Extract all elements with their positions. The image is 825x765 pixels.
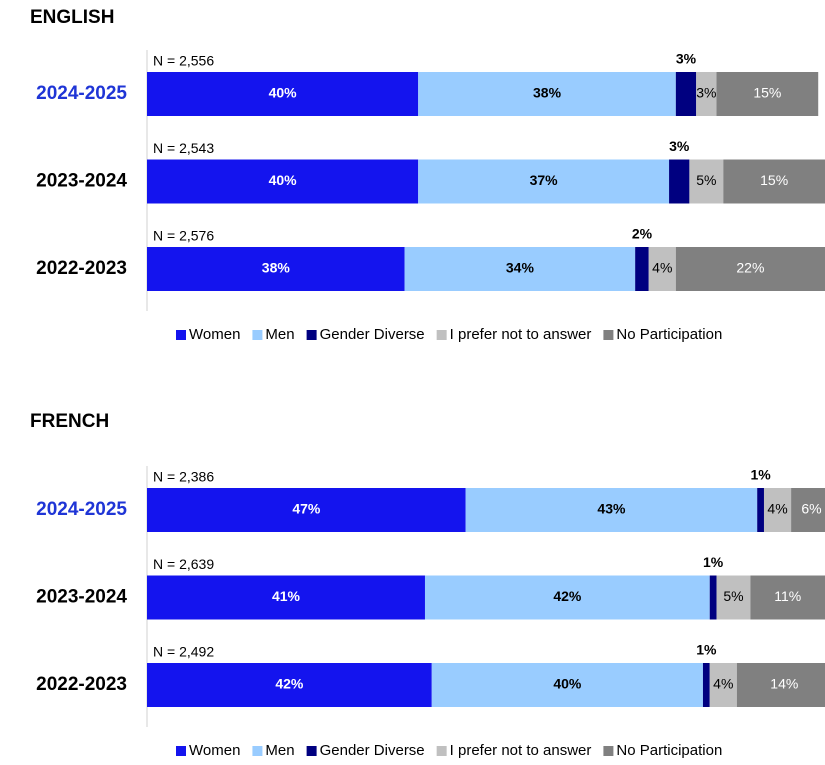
value-label: 3%: [696, 85, 716, 101]
value-label: 43%: [597, 501, 626, 517]
value-label: 40%: [269, 172, 298, 188]
category-label: 2024-2025: [36, 83, 127, 104]
n-label: N = 2,639: [153, 556, 214, 572]
value-label: 34%: [506, 260, 535, 276]
legend-label: Men: [265, 326, 294, 343]
chart-title: FRENCH: [30, 411, 109, 432]
bar-segment: [716, 575, 751, 620]
value-label: 4%: [652, 260, 672, 276]
bar-segment: [635, 247, 649, 291]
value-label: 15%: [753, 85, 781, 101]
bar-segment: [675, 247, 825, 291]
value-label: 5%: [696, 172, 716, 188]
value-label: 3%: [676, 51, 697, 67]
legend-swatch: [306, 330, 317, 340]
bar-segment: [424, 575, 710, 620]
n-label: N = 2,543: [153, 140, 214, 156]
bar-segment: [736, 663, 825, 707]
legend-swatch: [603, 746, 614, 756]
chart-title: ENGLISH: [30, 7, 114, 28]
value-label: 3%: [669, 138, 690, 154]
value-label: 6%: [801, 501, 821, 517]
category-label: 2023-2024: [36, 587, 127, 608]
legend-swatch: [436, 746, 447, 756]
bar-segment: [716, 72, 819, 116]
value-label: 2%: [632, 226, 653, 242]
value-label: 14%: [770, 676, 798, 692]
bar-segment: [418, 159, 670, 204]
value-label: 4%: [713, 676, 733, 692]
n-label: N = 2,556: [153, 53, 214, 69]
bar-segment: [763, 488, 792, 532]
bar-segment: [147, 72, 419, 116]
bar-segment: [750, 575, 825, 620]
bar-segment: [723, 159, 825, 204]
bar-segment: [669, 159, 690, 204]
legend-label: I prefer not to answer: [450, 326, 592, 343]
bar-segment: [431, 663, 703, 707]
n-label: N = 2,386: [153, 469, 214, 485]
bar-segment: [675, 72, 697, 116]
bar-segment: [147, 663, 432, 707]
bar-segment: [709, 663, 737, 707]
value-label: 37%: [530, 172, 559, 188]
category-label: 2024-2025: [36, 499, 127, 520]
bar-segment: [147, 488, 466, 532]
value-label: 41%: [272, 588, 301, 604]
value-label: 1%: [696, 642, 717, 658]
legend-swatch: [252, 746, 263, 756]
bar-segment: [689, 159, 724, 204]
legend-label: I prefer not to answer: [450, 742, 592, 759]
value-label: 22%: [736, 260, 764, 276]
value-label: 4%: [767, 501, 787, 517]
legend-swatch: [176, 330, 186, 340]
n-label: N = 2,492: [153, 644, 214, 660]
bar-segment: [465, 488, 758, 532]
bar-segment: [147, 159, 419, 204]
value-label: 40%: [553, 676, 582, 692]
bar-segment: [404, 247, 636, 291]
bar-segment: [418, 72, 676, 116]
bar-segment: [147, 247, 405, 291]
legend-swatch: [306, 746, 317, 756]
legend-label: No Participation: [616, 326, 722, 343]
n-label: N = 2,576: [153, 228, 214, 244]
legend-swatch: [436, 330, 447, 340]
bar-segment: [702, 663, 710, 707]
value-label: 5%: [723, 588, 743, 604]
legend-label: Women: [189, 742, 240, 759]
value-label: 42%: [275, 676, 304, 692]
legend-label: Gender Diverse: [320, 742, 425, 759]
bar-segment: [757, 488, 764, 532]
value-label: 38%: [533, 85, 562, 101]
value-label: 11%: [774, 588, 801, 604]
bar-segment: [648, 247, 676, 291]
bar-segment: [791, 488, 825, 532]
bar-segment: [709, 575, 717, 620]
value-label: 1%: [750, 467, 771, 483]
legend-swatch: [176, 746, 186, 756]
value-label: 42%: [553, 588, 582, 604]
value-label: 47%: [292, 501, 321, 517]
legend-label: Gender Diverse: [320, 326, 425, 343]
bar-segment: [147, 575, 425, 620]
bar-segment: [696, 72, 717, 116]
category-label: 2022-2023: [36, 258, 127, 279]
legend-label: Women: [189, 326, 240, 343]
category-label: 2023-2024: [36, 171, 127, 192]
legend-label: Men: [265, 742, 294, 759]
legend-swatch: [252, 330, 263, 340]
category-label: 2022-2023: [36, 674, 127, 695]
value-label: 40%: [269, 85, 298, 101]
legend-label: No Participation: [616, 742, 722, 759]
value-label: 1%: [703, 554, 724, 570]
legend-swatch: [603, 330, 614, 340]
value-label: 15%: [760, 172, 788, 188]
value-label: 38%: [262, 260, 291, 276]
